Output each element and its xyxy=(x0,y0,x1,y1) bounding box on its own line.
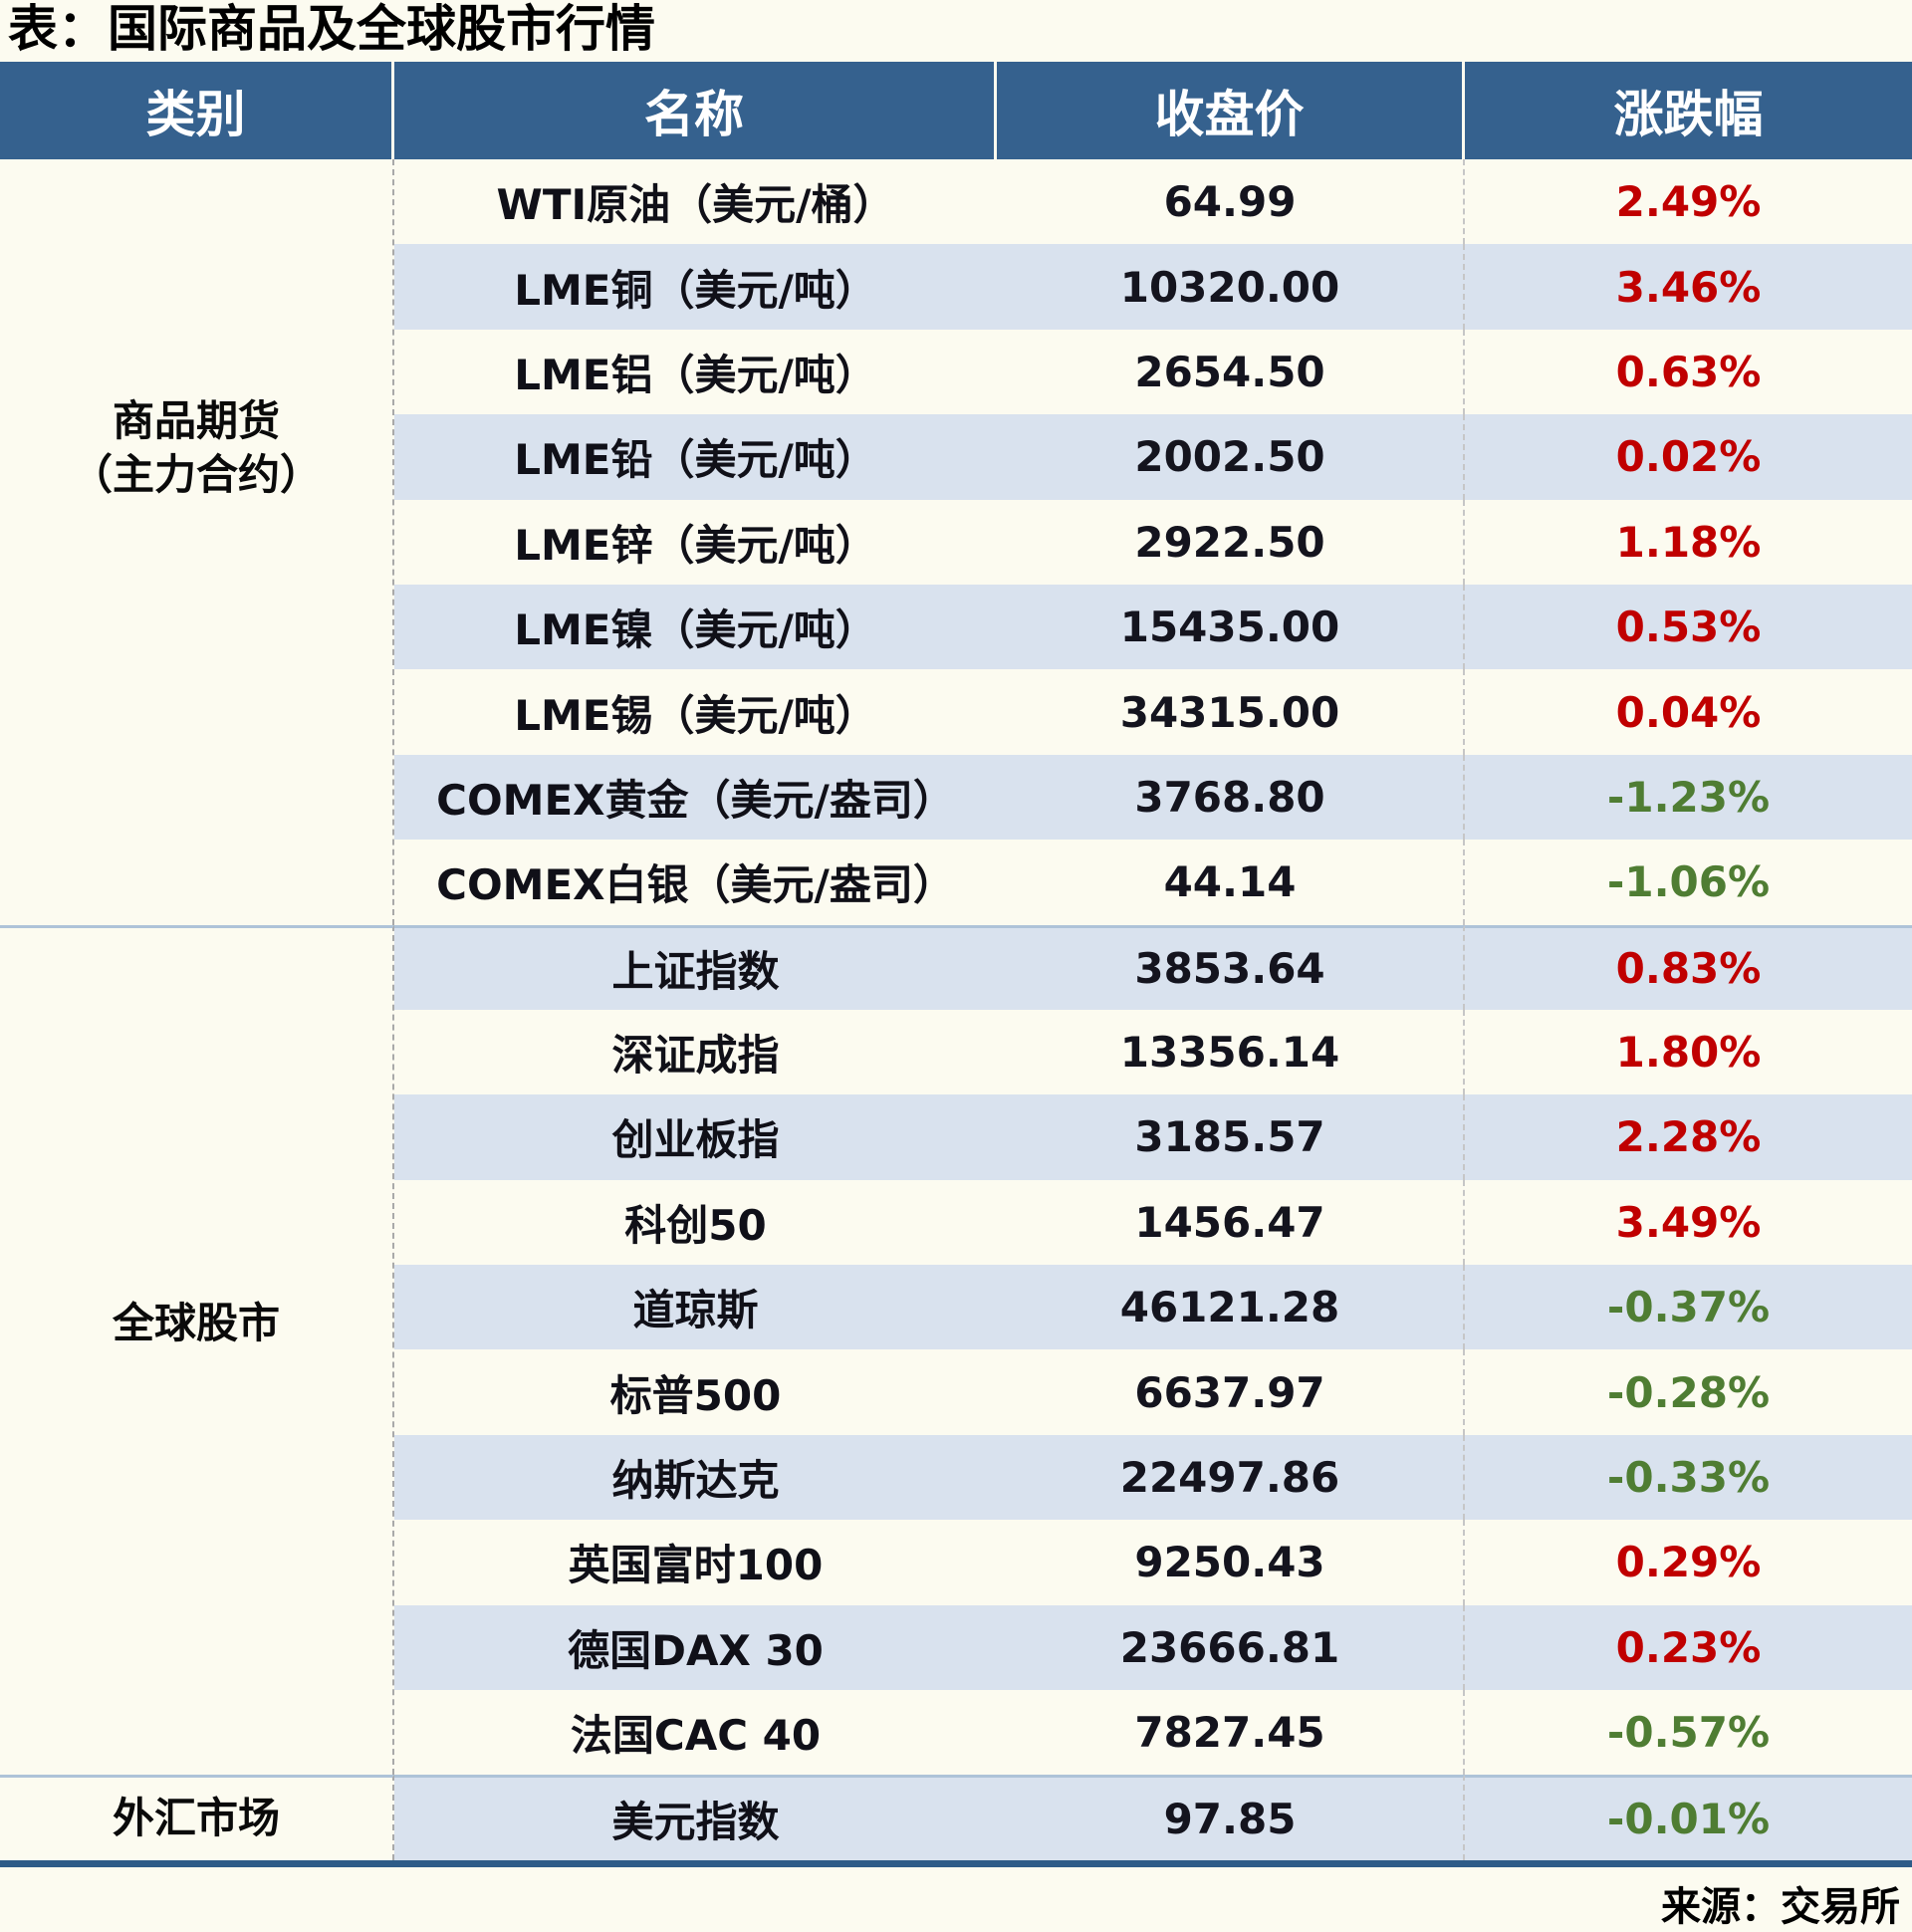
change-cell: -1.23% xyxy=(1465,754,1912,841)
change-cell: 1.80% xyxy=(1615,1028,1762,1078)
name-cell: COMEX黄金（美元/盎司） xyxy=(394,754,997,841)
header-name: 名称 xyxy=(394,62,997,159)
page-title: 表：国际商品及全球股市行情 xyxy=(8,0,655,58)
category-cell: 商品期货 （主力合约） xyxy=(0,159,394,925)
category-cell: 全球股市 xyxy=(0,924,394,1776)
change-cell: -0.57% xyxy=(1606,1708,1771,1758)
close-cell: 3853.64 xyxy=(997,924,1465,1010)
close-cell: 3185.57 xyxy=(997,1094,1465,1180)
name-cell: 英国富时100 xyxy=(568,1541,824,1590)
close-cell: 46121.28 xyxy=(997,1265,1465,1350)
close-cell: 2654.50 xyxy=(997,329,1465,415)
change-cell: 0.63% xyxy=(1615,347,1762,396)
close-cell: 23666.81 xyxy=(997,1604,1465,1691)
close-cell: 13356.14 xyxy=(997,1009,1465,1095)
close-cell: 1456.47 xyxy=(997,1179,1465,1266)
change-cell: 0.23% xyxy=(1465,1604,1912,1691)
source-note: 来源：交易所 xyxy=(1661,1884,1900,1930)
name-cell: 法国CAC 40 xyxy=(570,1711,822,1761)
close-cell: 22497.86 xyxy=(997,1434,1465,1521)
category-cell: 外汇市场 xyxy=(0,1775,394,1860)
close-cell: 2922.50 xyxy=(997,499,1465,585)
close-cell: 3768.80 xyxy=(997,754,1465,841)
name-cell: 上证指数 xyxy=(394,924,997,1010)
name-cell: 深证成指 xyxy=(611,1031,780,1081)
name-cell: 纳斯达克 xyxy=(394,1434,997,1521)
change-cell: 0.02% xyxy=(1465,414,1912,500)
name-cell: 标普500 xyxy=(609,1370,782,1420)
name-cell: LME铝（美元/吨） xyxy=(514,350,877,399)
market-table: 类别 名称 收盘价 涨跌幅 商品期货 （主力合约） WTI原油（美元/桶） 64.9… xyxy=(0,62,1912,1867)
name-cell: WTI原油（美元/桶） xyxy=(496,180,895,230)
change-cell: 3.46% xyxy=(1465,244,1912,330)
close-cell: 9250.43 xyxy=(997,1520,1465,1605)
close-cell: 2002.50 xyxy=(997,414,1465,500)
name-cell: LME锡（美元/吨） xyxy=(514,690,877,740)
close-cell: 64.99 xyxy=(997,159,1465,245)
change-cell: 0.53% xyxy=(1465,584,1912,670)
close-cell: 6637.97 xyxy=(997,1349,1465,1435)
close-cell: 34315.00 xyxy=(997,669,1465,755)
name-cell: LME镍（美元/吨） xyxy=(394,584,997,670)
name-cell: 美元指数 xyxy=(394,1775,997,1860)
change-cell: -0.37% xyxy=(1465,1265,1912,1350)
change-cell: -0.28% xyxy=(1606,1367,1771,1417)
change-cell: -1.06% xyxy=(1606,857,1771,907)
name-cell: 科创50 xyxy=(624,1200,767,1250)
close-cell: 10320.00 xyxy=(997,244,1465,330)
change-cell: 0.29% xyxy=(1615,1538,1762,1587)
header-category: 类别 xyxy=(0,62,394,159)
change-cell: 3.49% xyxy=(1615,1197,1762,1247)
change-cell: 2.49% xyxy=(1615,177,1762,227)
change-cell: 1.18% xyxy=(1615,517,1762,567)
header-change: 涨跌幅 xyxy=(1465,62,1912,159)
change-cell: 0.83% xyxy=(1465,924,1912,1010)
name-cell: COMEX白银（美元/盎司） xyxy=(436,860,955,910)
name-cell: LME铅（美元/吨） xyxy=(394,414,997,500)
change-cell: 0.04% xyxy=(1615,687,1762,737)
change-cell: 2.28% xyxy=(1465,1094,1912,1180)
change-cell: -0.33% xyxy=(1465,1434,1912,1521)
header-close: 收盘价 xyxy=(997,62,1465,159)
close-cell: 97.85 xyxy=(997,1775,1465,1860)
close-cell: 7827.45 xyxy=(997,1690,1465,1776)
change-cell: -0.01% xyxy=(1465,1775,1912,1860)
name-cell: LME铜（美元/吨） xyxy=(394,244,997,330)
name-cell: LME锌（美元/吨） xyxy=(514,520,877,570)
close-cell: 15435.00 xyxy=(997,584,1465,670)
name-cell: 创业板指 xyxy=(394,1094,997,1180)
close-cell: 44.14 xyxy=(997,840,1465,925)
name-cell: 道琼斯 xyxy=(394,1265,997,1350)
name-cell: 德国DAX 30 xyxy=(394,1604,997,1691)
